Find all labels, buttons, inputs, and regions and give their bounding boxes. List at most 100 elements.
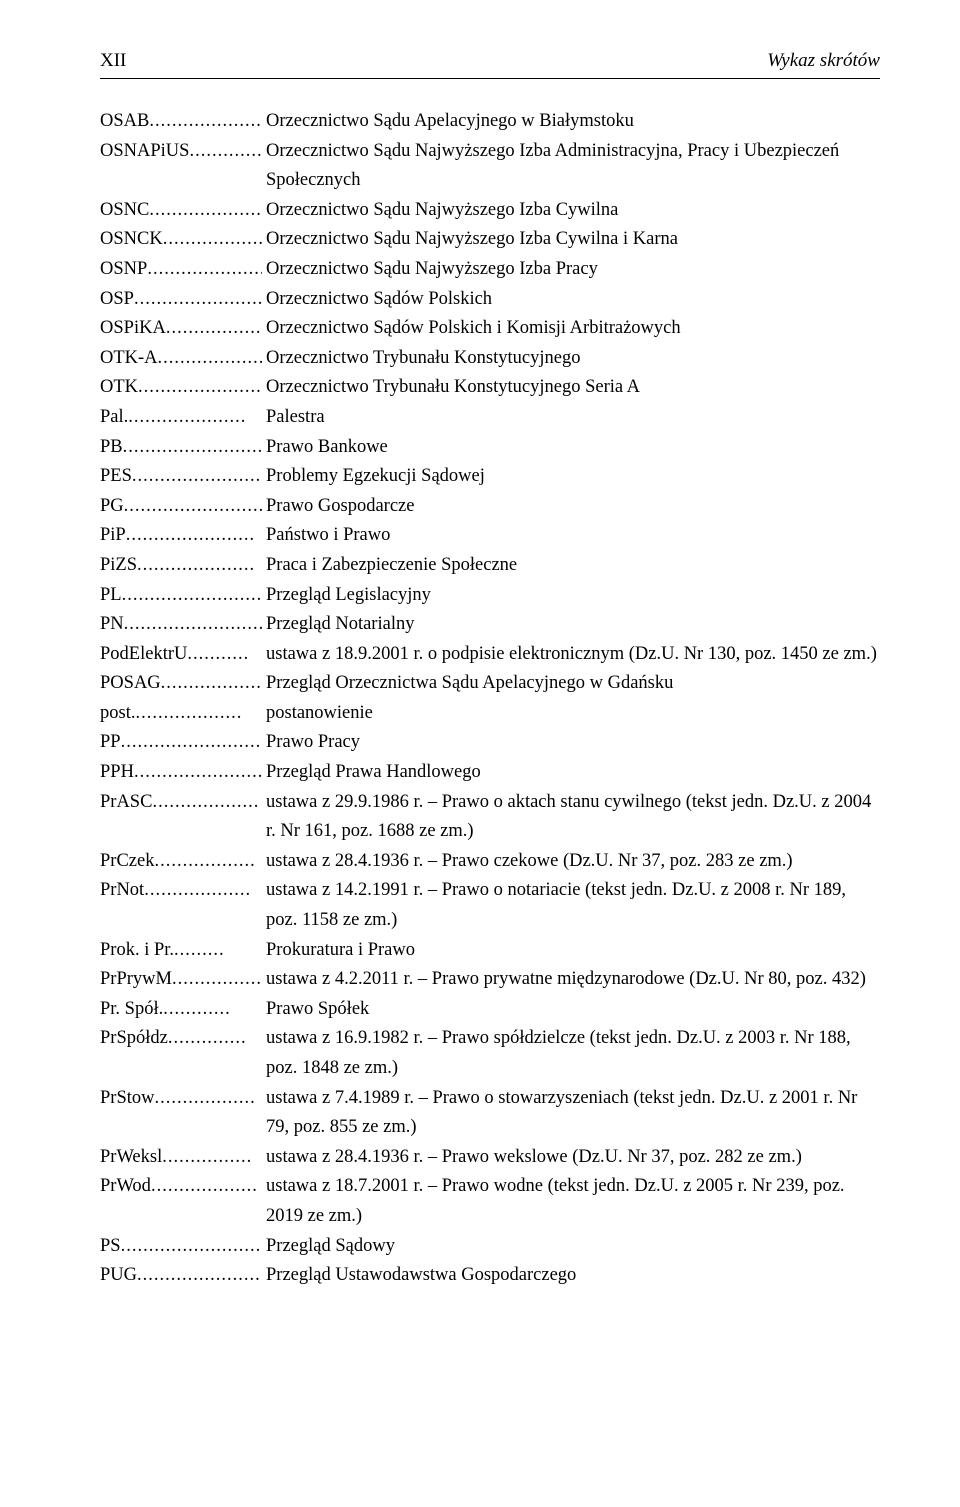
abbr-row: PrASC...................ustawa z 29.9.19…: [100, 788, 880, 847]
abbr-term: PUG.......................: [100, 1261, 262, 1291]
header-divider: [100, 78, 880, 79]
dotted-leader: .........................: [124, 614, 262, 634]
abbr-definition: Przegląd Legislacyjny: [262, 581, 880, 611]
abbr-term: PrWod...................: [100, 1172, 262, 1202]
abbr-term-text: PES: [100, 466, 132, 486]
abbr-term: PPH.......................: [100, 758, 262, 788]
abbr-term: PB.........................: [100, 433, 262, 463]
abbr-row: PrWod...................ustawa z 18.7.20…: [100, 1172, 880, 1231]
abbr-term-text: PG: [100, 496, 124, 516]
dotted-leader: ..................: [166, 318, 262, 338]
abbr-term: OSNP.....................: [100, 255, 262, 285]
abbr-term-text: PPH: [100, 762, 134, 782]
abbr-row: OSPiKA..................Orzecznictwo Sąd…: [100, 314, 880, 344]
dotted-leader: ..................: [154, 851, 255, 871]
abbr-term: PrCzek..................: [100, 847, 262, 877]
dotted-leader: .......................: [126, 525, 255, 545]
abbr-term-text: PrStow: [100, 1088, 155, 1108]
abbr-row: Pal......................Palestra: [100, 403, 880, 433]
abbr-term: PN.........................: [100, 610, 262, 640]
abbr-row: Pr. Spół.............Prawo Spółek: [100, 995, 880, 1025]
abbr-definition: Orzecznictwo Sądu Najwyższego Izba Cywil…: [262, 196, 880, 226]
abbr-term-text: OTK: [100, 377, 138, 397]
abbr-term-text: OSNP: [100, 259, 147, 279]
abbr-row: post....................postanowienie: [100, 699, 880, 729]
abbr-term: Pr. Spół.............: [100, 995, 262, 1025]
abbr-definition: Orzecznictwo Sądu Najwyższego Izba Admin…: [262, 137, 880, 196]
dotted-leader: ............: [163, 999, 231, 1019]
abbr-definition: ustawa z 28.4.1936 r. – Prawo czekowe (D…: [262, 847, 880, 877]
abbr-definition: Orzecznictwo Sądu Apelacyjnego w Białyms…: [262, 107, 880, 137]
abbr-term-text: PrNot: [100, 880, 144, 900]
abbr-term: OTK-A...................: [100, 344, 262, 374]
abbr-definition: Orzecznictwo Trybunału Konstytucyjnego S…: [262, 373, 880, 403]
dotted-leader: ...........: [187, 644, 249, 664]
abbr-definition: Palestra: [262, 403, 880, 433]
abbr-definition: ustawa z 14.2.1991 r. – Prawo o notariac…: [262, 876, 880, 935]
abbr-term: OSAB.....................: [100, 107, 262, 137]
abbr-definition: ustawa z 29.9.1986 r. – Prawo o aktach s…: [262, 788, 880, 847]
abbr-definition: Prawo Bankowe: [262, 433, 880, 463]
abbr-row: PB.........................Prawo Bankowe: [100, 433, 880, 463]
abbr-term-text: OSNAPiUS: [100, 141, 189, 161]
abbr-row: PiP.......................Państwo i Praw…: [100, 521, 880, 551]
abbr-term: PiP.......................: [100, 521, 262, 551]
abbr-definition: Prawo Pracy: [262, 728, 880, 758]
abbr-term-text: Pr. Spół.: [100, 999, 163, 1019]
abbr-term: Pal......................: [100, 403, 262, 433]
abbr-definition: Orzecznictwo Sądu Najwyższego Izba Cywil…: [262, 225, 880, 255]
abbr-definition: ustawa z 7.4.1989 r. – Prawo o stowarzys…: [262, 1084, 880, 1143]
header-title: Wykaz skrótów: [767, 50, 880, 72]
abbr-definition: Prokuratura i Prawo: [262, 936, 880, 966]
abbr-row: OTK.......................Orzecznictwo T…: [100, 373, 880, 403]
abbr-term-text: Pal.: [100, 407, 128, 427]
abbr-row: OSP.......................Orzecznictwo S…: [100, 285, 880, 315]
abbr-row: PodElektrU...........ustawa z 18.9.2001 …: [100, 640, 880, 670]
abbr-definition: Problemy Egzekucji Sądowej: [262, 462, 880, 492]
dotted-leader: ...................: [151, 1176, 258, 1196]
abbr-row: PrStow..................ustawa z 7.4.198…: [100, 1084, 880, 1143]
abbr-term: PrNot...................: [100, 876, 262, 906]
abbr-term-text: PiZS: [100, 555, 137, 575]
abbr-term: PrASC...................: [100, 788, 262, 818]
abbr-term: OTK.......................: [100, 373, 262, 403]
abbr-term-text: PrPrywM: [100, 969, 172, 989]
abbr-term: PrStow..................: [100, 1084, 262, 1114]
dotted-leader: .....................: [149, 111, 262, 131]
dotted-leader: .....................: [149, 200, 262, 220]
abbr-term: OSPiKA..................: [100, 314, 262, 344]
abbr-term-text: PrSpółdz: [100, 1028, 168, 1048]
abbr-term-text: PrCzek: [100, 851, 154, 871]
abbr-term: PiZS.....................: [100, 551, 262, 581]
abbr-row: POSAG...................Przegląd Orzeczn…: [100, 669, 880, 699]
abbr-row: OSNC.....................Orzecznictwo Są…: [100, 196, 880, 226]
abbreviation-list: OSAB.....................Orzecznictwo Są…: [100, 107, 880, 1291]
abbr-term: PES.......................: [100, 462, 262, 492]
abbr-definition: Prawo Gospodarcze: [262, 492, 880, 522]
abbr-term-text: OSNC: [100, 200, 149, 220]
dotted-leader: ...................: [161, 673, 262, 693]
abbr-definition: Przegląd Notarialny: [262, 610, 880, 640]
abbr-definition: ustawa z 4.2.2011 r. – Prawo prywatne mi…: [262, 965, 880, 995]
abbr-term-text: OSNCK: [100, 229, 163, 249]
abbr-term: PodElektrU...........: [100, 640, 262, 670]
abbr-row: OSNP.....................Orzecznictwo Są…: [100, 255, 880, 285]
dotted-leader: .........: [174, 940, 225, 960]
abbr-definition: Orzecznictwo Sądów Polskich: [262, 285, 880, 315]
abbr-term: PP.........................: [100, 728, 262, 758]
dotted-leader: .........................: [121, 732, 262, 752]
dotted-leader: ................: [162, 1147, 252, 1167]
dotted-leader: .......................: [132, 466, 261, 486]
dotted-leader: ...................: [152, 792, 259, 812]
abbr-term: OSNCK...................: [100, 225, 262, 255]
dotted-leader: ...................: [144, 880, 251, 900]
abbr-term-text: PrWeksl: [100, 1147, 162, 1167]
abbr-term: OSP.......................: [100, 285, 262, 315]
abbr-definition: Orzecznictwo Sądu Najwyższego Izba Pracy: [262, 255, 880, 285]
dotted-leader: ..............: [189, 141, 262, 161]
dotted-leader: ...................: [158, 348, 262, 368]
abbr-row: OSNCK...................Orzecznictwo Sąd…: [100, 225, 880, 255]
abbr-definition: ustawa z 18.7.2001 r. – Prawo wodne (tek…: [262, 1172, 880, 1231]
abbr-definition: Orzecznictwo Sądów Polskich i Komisji Ar…: [262, 314, 880, 344]
abbr-definition: Prawo Spółek: [262, 995, 880, 1025]
